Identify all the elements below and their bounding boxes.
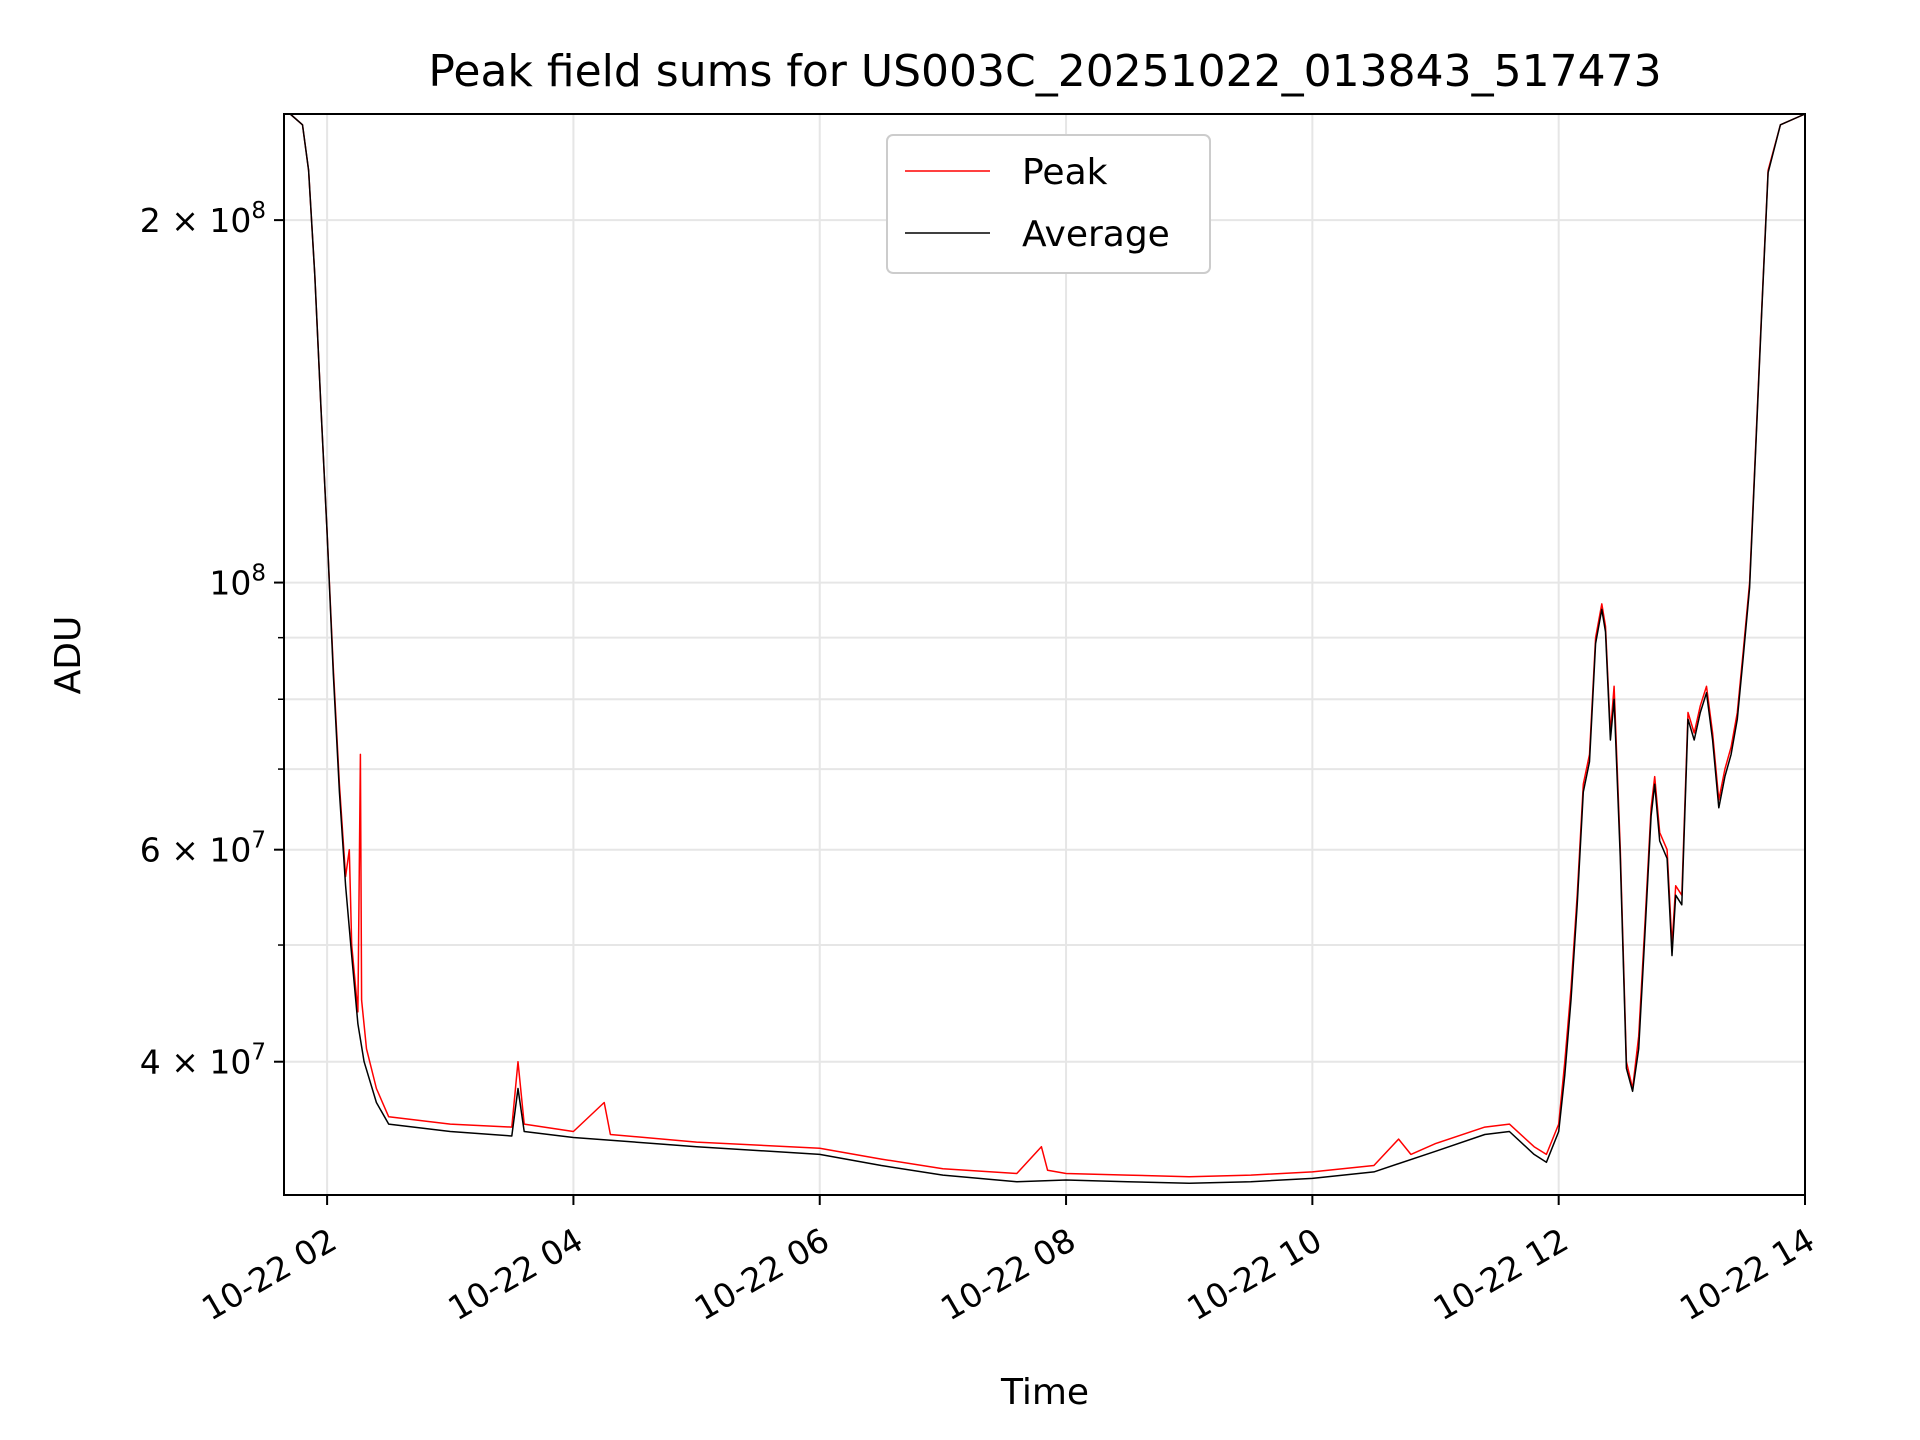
y-axis-ticks: 4 × 107 6 × 107 108 2 × 108 [140, 198, 284, 1082]
chart-title: Peak field sums for US003C_20251022_0138… [428, 46, 1661, 97]
series-line-peak [284, 113, 1806, 1178]
plot-frame [283, 113, 1806, 1196]
x-tick-label: 10-22 06 [688, 1220, 836, 1328]
legend-peak-label: Peak [1022, 152, 1108, 193]
x-axis-ticks: 10-22 02 10-22 04 10-22 06 10-22 08 10-22 10… [195, 1195, 1821, 1328]
y-tick-label: 2 × 108 [140, 198, 266, 240]
legend-average-label: Average [1022, 214, 1170, 255]
grid-lines [284, 114, 1806, 1195]
y-axis-label: ADU [48, 616, 89, 695]
y-tick-label: 4 × 107 [140, 1040, 266, 1082]
y-tick-label: 108 [209, 561, 266, 603]
y-tick-label: 6 × 107 [140, 828, 266, 870]
x-tick-label: 10-22 14 [1673, 1220, 1821, 1328]
x-tick-label: 10-22 04 [441, 1220, 589, 1328]
series-line-average [284, 113, 1806, 1185]
series-lines [284, 113, 1806, 1185]
x-tick-label: 10-22 08 [934, 1220, 1082, 1328]
legend: Peak Average [886, 134, 1211, 274]
x-tick-label: 10-22 02 [195, 1220, 343, 1328]
x-tick-label: 10-22 10 [1180, 1220, 1328, 1328]
x-tick-label: 10-22 12 [1427, 1220, 1575, 1328]
x-axis-label: Time [1000, 1372, 1089, 1413]
legend-box [886, 134, 1211, 274]
